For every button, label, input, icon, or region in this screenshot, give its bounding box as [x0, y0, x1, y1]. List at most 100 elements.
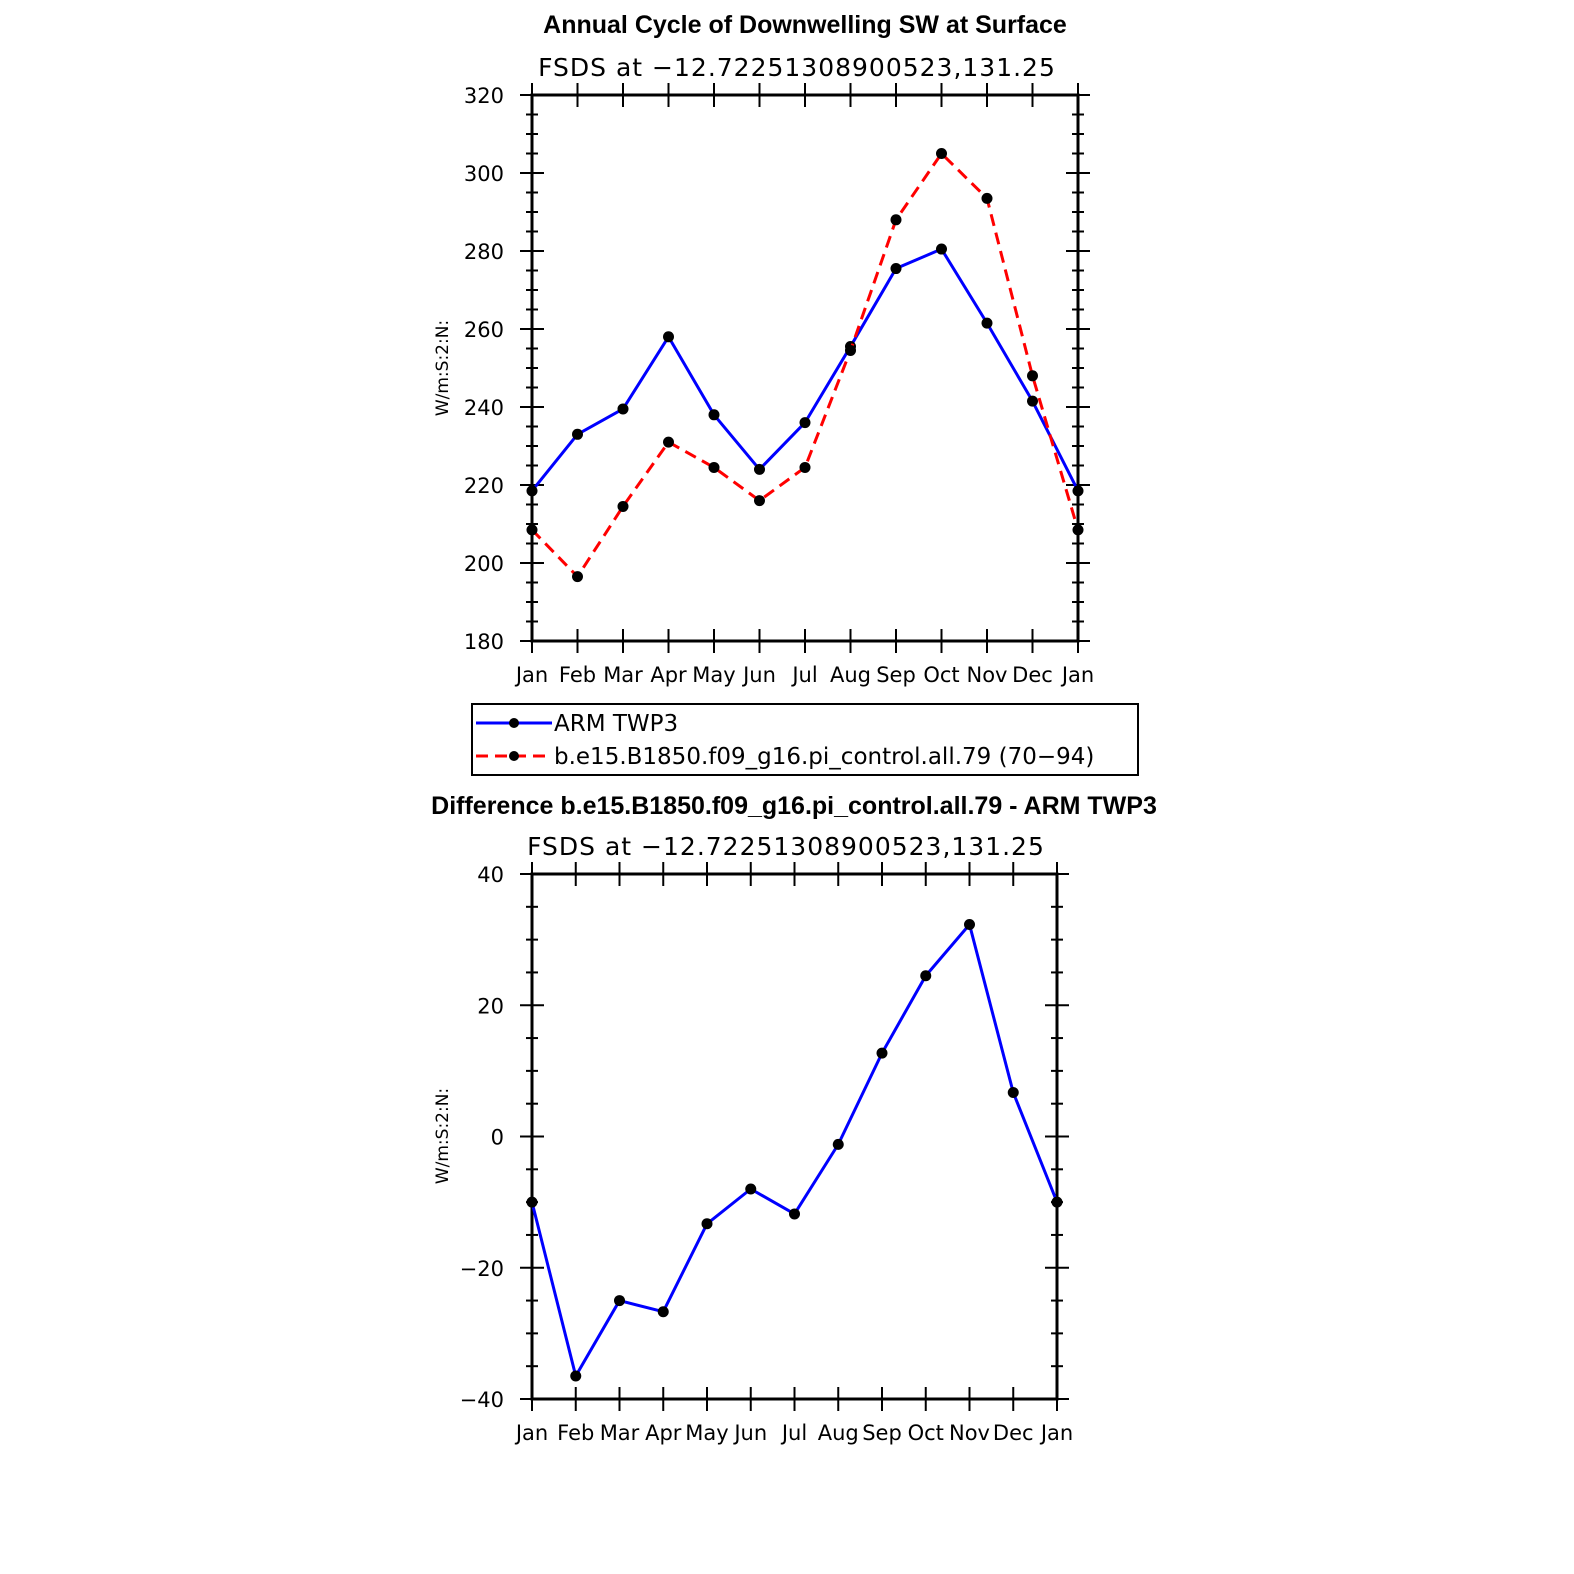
series-0-point — [964, 919, 975, 931]
series-0-point — [1072, 485, 1084, 497]
series-1-point — [617, 500, 629, 512]
y-tick-label: 200 — [464, 552, 504, 576]
series-0-point — [614, 1295, 625, 1307]
x-tick-label: Sep — [862, 1421, 902, 1445]
x-tick-label: Aug — [818, 1421, 859, 1445]
y-tick-label: 260 — [464, 318, 504, 342]
series-0-point — [708, 409, 720, 421]
x-tick-label: Nov — [949, 1421, 990, 1445]
series-1-point — [890, 214, 902, 226]
series-1-point — [845, 344, 856, 356]
x-tick-label: Oct — [923, 663, 959, 687]
x-tick-label: Nov — [967, 663, 1008, 687]
y-tick-label: 320 — [464, 84, 504, 108]
series-0-point — [799, 417, 811, 429]
difference-chart: Difference b.e15.B1850.f09_g16.pi_contro… — [431, 792, 1157, 1445]
y-tick-label: 240 — [464, 396, 504, 420]
chart2-y-axis-label: W/m:S:2:N: — [433, 1088, 453, 1184]
series-0-point — [1051, 1196, 1063, 1208]
series-1-point — [663, 436, 674, 448]
chart2-ticks: −40 −20 0 20 40 Jan Feb Mar Apr May Jun Jul Aug Sep Oc… — [460, 862, 1073, 1445]
series-0-point — [663, 331, 674, 343]
annual-cycle-chart: Annual Cycle of Downwelling SW at Surfac… — [433, 11, 1094, 687]
series-0-point — [570, 1370, 582, 1382]
x-tick-label: Oct — [908, 1421, 944, 1445]
series-1-point — [981, 192, 993, 204]
x-tick-label: Jan — [514, 1421, 548, 1445]
y-tick-label: 300 — [464, 162, 504, 186]
series-1-point — [708, 461, 720, 473]
series-1-point — [754, 495, 765, 507]
legend: ARM TWP3 b.e15.B1850.f09_g16.pi_control.… — [471, 703, 1139, 776]
series-line-0 — [530, 247, 1080, 492]
chart2-plot-frame — [530, 872, 1059, 1401]
chart1-title: Annual Cycle of Downwelling SW at Surfac… — [543, 11, 1067, 39]
y-tick-label: 280 — [464, 240, 504, 264]
series-1-point — [1072, 524, 1084, 536]
x-tick-label: Mar — [603, 663, 643, 687]
series-1-point — [799, 461, 811, 473]
x-tick-label: Aug — [830, 663, 871, 687]
y-tick-label: 20 — [477, 994, 504, 1018]
x-tick-label: Apr — [650, 663, 687, 687]
series-0-point — [1007, 1087, 1019, 1099]
series-0-point — [572, 428, 583, 440]
chart2-subtitle: FSDS at −12.72251308900523,131.25 — [527, 832, 1045, 861]
series-0-point — [617, 403, 629, 415]
chart1-series — [526, 148, 1084, 583]
series-0-point — [657, 1306, 669, 1318]
series-0-point — [876, 1047, 888, 1059]
y-tick-label: −40 — [460, 1388, 504, 1412]
x-tick-label: Apr — [645, 1421, 682, 1445]
y-tick-label: 40 — [477, 863, 504, 887]
x-tick-label: Mar — [600, 1421, 640, 1445]
x-tick-label: Jul — [790, 663, 817, 687]
x-tick-label: Sep — [876, 663, 916, 687]
series-0-point — [526, 485, 538, 497]
legend-marker-model — [509, 751, 519, 761]
chart1-plot-frame — [530, 93, 1080, 643]
legend-box — [471, 703, 1139, 776]
series-0-point — [1027, 395, 1038, 407]
series-0-point — [832, 1138, 844, 1150]
series-0-point — [526, 1196, 538, 1208]
y-tick-label: 0 — [491, 1126, 504, 1150]
x-tick-label: Jan — [1060, 663, 1094, 687]
x-tick-label: Feb — [557, 1421, 594, 1445]
y-tick-label: 220 — [464, 474, 504, 498]
legend-label-model: b.e15.B1850.f09_g16.pi_control.all.79 (7… — [554, 744, 1094, 770]
x-tick-label: Jul — [780, 1421, 807, 1445]
series-0-point — [789, 1208, 800, 1220]
series-1-point — [936, 148, 947, 159]
y-tick-label: −20 — [460, 1257, 504, 1281]
chart2-title: Difference b.e15.B1850.f09_g16.pi_contro… — [431, 792, 1157, 820]
series-0-point — [920, 970, 932, 982]
series-line-1 — [530, 152, 1080, 579]
series-1-point — [1027, 370, 1038, 382]
x-tick-label: Jun — [741, 663, 776, 687]
x-tick-label: Jan — [514, 663, 548, 687]
legend-label-arm: ARM TWP3 — [554, 711, 678, 737]
chart2-series — [526, 919, 1063, 1382]
series-0-point — [701, 1218, 713, 1230]
x-tick-label: Dec — [993, 1421, 1034, 1445]
y-tick-label: 180 — [464, 630, 504, 654]
x-tick-label: Dec — [1012, 663, 1053, 687]
series-0-point — [745, 1183, 757, 1195]
series-0-point — [981, 317, 993, 329]
x-tick-label: Jan — [1039, 1421, 1073, 1445]
series-0-point — [936, 243, 947, 255]
series-0-point — [890, 263, 902, 275]
x-tick-label: May — [692, 663, 735, 687]
series-1-point — [526, 524, 538, 536]
series-line-0 — [530, 923, 1059, 1378]
series-0-point — [754, 463, 765, 475]
x-tick-label: Feb — [559, 663, 596, 687]
x-tick-label: Jun — [732, 1421, 767, 1445]
series-1-point — [572, 571, 583, 583]
chart1-subtitle: FSDS at −12.72251308900523,131.25 — [538, 53, 1056, 82]
legend-marker-arm — [509, 718, 519, 728]
x-tick-label: May — [685, 1421, 728, 1445]
